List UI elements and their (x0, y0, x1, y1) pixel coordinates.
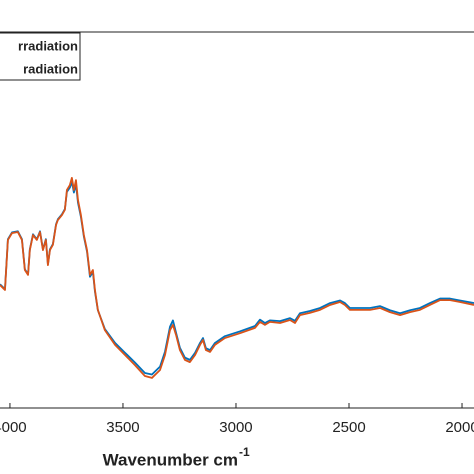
x-tick-label: 3000 (219, 419, 252, 436)
x-tick-label: 4000 (0, 419, 27, 436)
legend-label: radiation (23, 61, 78, 76)
plot-frame (0, 31, 474, 409)
x-tick-label: 2000 (445, 419, 474, 436)
series-line (0, 176, 474, 379)
legend-label: rradiation (18, 38, 78, 53)
legend (0, 32, 81, 81)
x-tick-label: 3500 (106, 419, 139, 436)
x-tick-label: 2500 (332, 419, 365, 436)
x-axis-label: Wavenumber cm (103, 450, 238, 469)
x-axis-label-sup: -1 (239, 445, 250, 459)
